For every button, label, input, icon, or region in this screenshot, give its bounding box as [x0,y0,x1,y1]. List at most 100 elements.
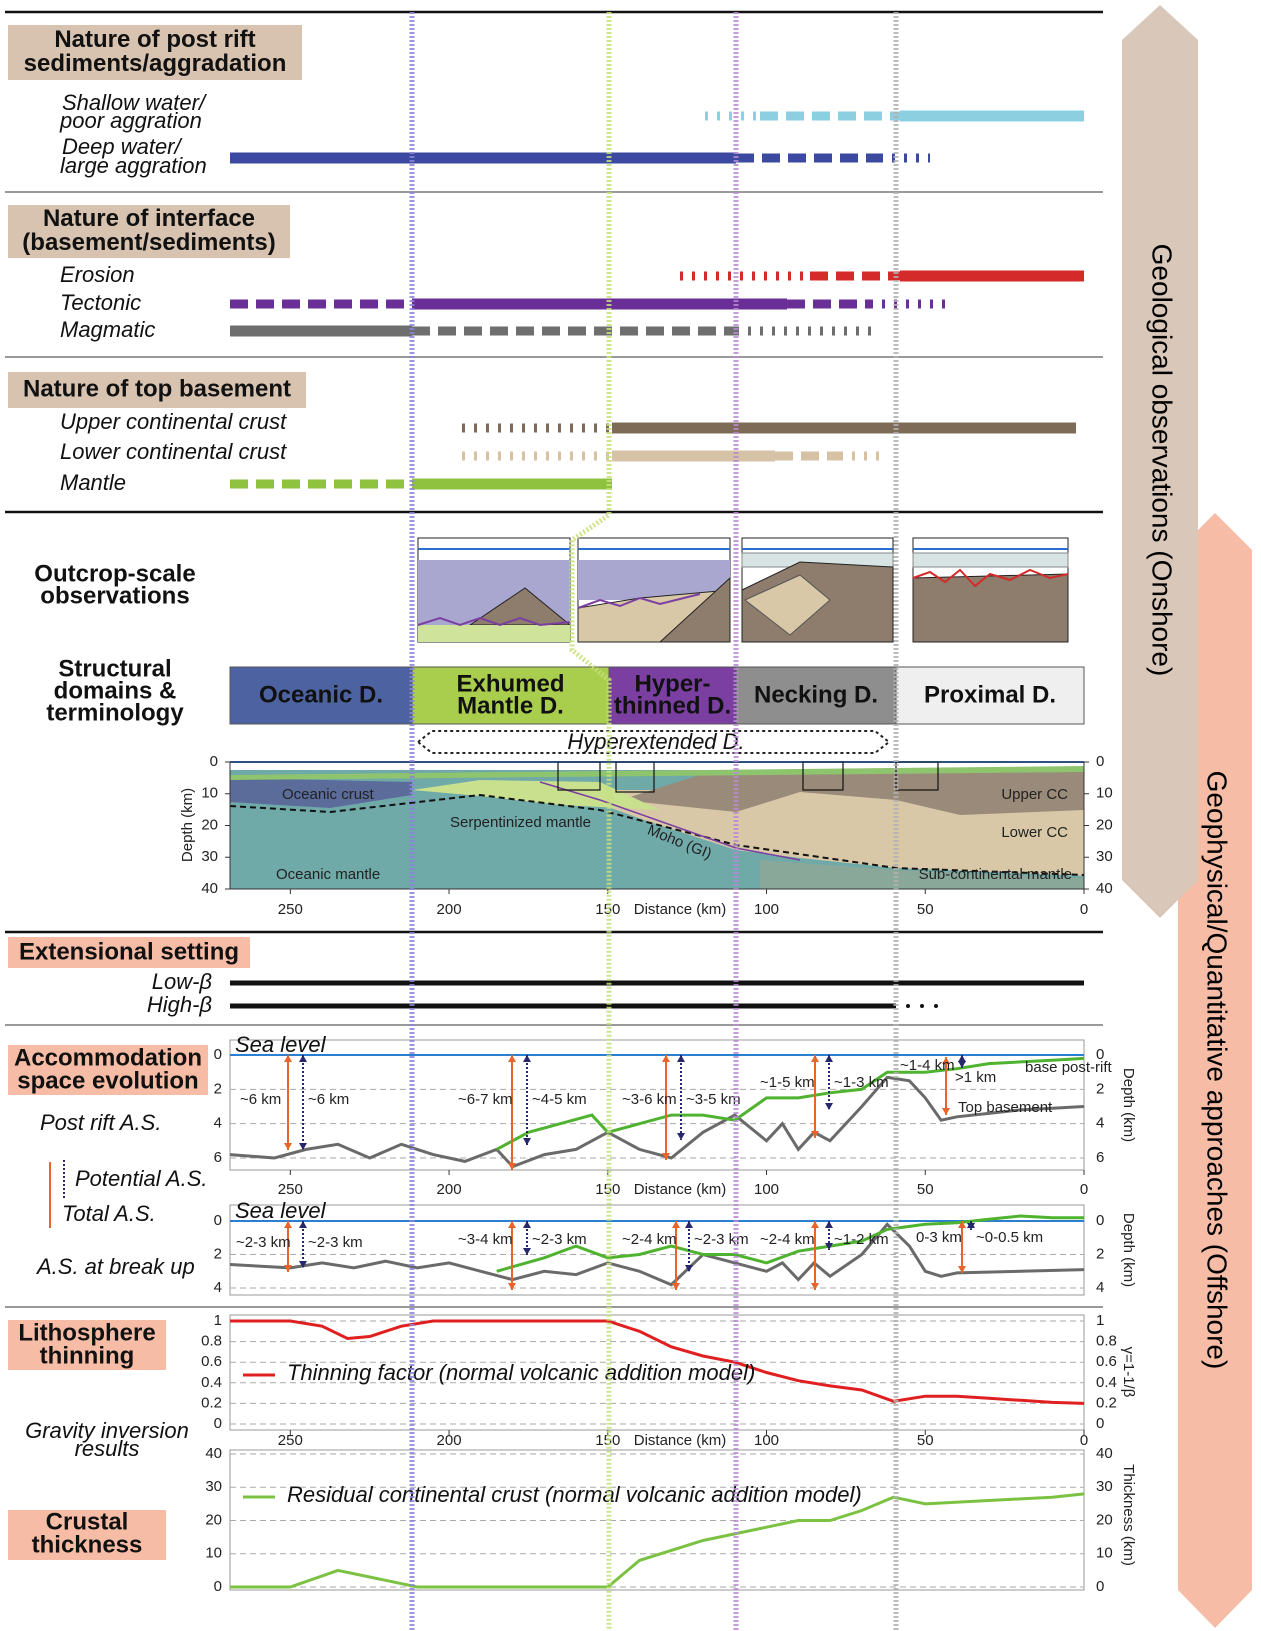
y-tick-label: 0 [214,1415,222,1432]
annotation: ~2-3 km [694,1231,749,1248]
y-tick-label: 10 [1096,1545,1113,1562]
x-tick-label: 100 [754,1181,779,1198]
y-tick-label: 4 [214,1115,222,1132]
x-tick-label: 200 [437,901,462,918]
y-tick-label: 4 [1096,1115,1104,1132]
as-arrowhead [672,1283,680,1290]
x-tick-label: 50 [917,1181,934,1198]
y-tick-label: 20 [1096,1511,1113,1528]
y-tick-label: 2 [214,1245,222,1262]
y-tick-label: 0 [214,1212,222,1229]
row-label: High-β [147,992,213,1017]
row-label: Tectonic [60,290,141,315]
y-tick-label: 0.2 [1096,1394,1117,1411]
domain-name: Mantle D. [457,692,564,719]
as-arrowhead [811,1221,819,1228]
legend-label: Potential A.S. [75,1166,207,1191]
x-axis-label: Distance (km) [634,1432,727,1449]
x-tick-label: 50 [917,901,934,918]
x-tick-label: 0 [1080,1181,1088,1198]
row-label: Magmatic [60,317,155,342]
y-tick-label: 0.6 [201,1353,222,1370]
as-arrowhead [523,1055,531,1062]
annotation: ~2-3 km [236,1234,291,1251]
x-tick-label: 100 [754,901,779,918]
y-tick-label: 2 [1096,1080,1104,1097]
as-arrowhead [523,1248,531,1255]
panel-label: Post rift A.S. [40,1110,161,1135]
x-axis-label: Distance (km) [634,901,727,918]
as-arrowhead [508,1283,516,1290]
as-arrowhead [811,1283,819,1290]
annotation: ~2-3 km [532,1231,587,1248]
row-label: Erosion [60,262,135,287]
layer-label: Oceanic crust [282,786,375,803]
y-tick-label: 0 [214,1046,222,1063]
layer-label: Oceanic mantle [276,866,380,883]
domain-name: Proximal D. [924,681,1056,708]
annotation: ~1-2 km [834,1231,889,1248]
section-title: Extensional setting [19,938,239,965]
as-arrowhead [523,1138,531,1145]
as-arrowhead [284,1143,292,1150]
y-tick-label: 0 [210,753,218,770]
section-title: thinning [40,1342,135,1369]
x-tick-label: 200 [437,1432,462,1449]
x-axis-label: Distance (km) [634,1181,727,1198]
y-tick-label: 30 [1096,1478,1113,1495]
annotation: ~1-5 km [760,1074,815,1091]
x-tick-label: 0 [1080,901,1088,918]
section-title: Nature of top basement [23,375,291,402]
annotation: ~1-4 km [900,1057,955,1074]
as-arrowhead [825,1055,833,1062]
annotation: 0-3 km [916,1229,962,1246]
y-tick-label: 10 [1096,785,1113,802]
as-arrowhead [685,1221,693,1228]
y-tick-label: 0 [1096,1578,1104,1595]
section-title: thickness [32,1531,143,1558]
y-tick-label: 4 [214,1279,222,1296]
as-arrowhead [677,1133,685,1140]
continuation-dot [906,1004,910,1008]
y-tick-label: 40 [1096,1445,1113,1462]
y-tick-label: 0 [1096,1415,1104,1432]
annotation: ~6-7 km [458,1091,513,1108]
y-tick-label: 0 [214,1578,222,1595]
y-tick-label: 10 [201,785,218,802]
layer-label: Upper CC [1001,786,1068,803]
side-label: Geophysical/Quantitative approaches (Off… [1202,771,1233,1370]
legend-label: Thinning factor (normal volcanic additio… [287,1360,755,1385]
as-arrowhead [508,1055,516,1062]
x-tick-label: 0 [1080,1432,1088,1449]
y-tick-label: 20 [205,1511,222,1528]
y-tick-label: 4 [1096,1279,1104,1296]
y-tick-label: 2 [214,1080,222,1097]
section-title: Nature of post rift [54,26,255,53]
outcrop-title: observations [40,582,189,609]
as-arrowhead [958,1055,966,1062]
annotation: ~3-6 km [622,1091,677,1108]
domains-title: terminology [46,699,184,726]
section-title: sediments/aggradation [24,50,287,77]
as-arrowhead [662,1055,670,1062]
y-tick-label: 0.4 [201,1374,222,1391]
as-arrowhead [942,1108,950,1115]
y-tick-label: 0.8 [201,1333,222,1350]
domain-name: thinned D. [614,692,731,719]
x-tick-label: 100 [754,1432,779,1449]
y-axis-label: Depth (km) [1120,1213,1137,1287]
y-tick-label: 0.8 [1096,1333,1117,1350]
y-tick-label: 10 [205,1545,222,1562]
outcrop-sketches [418,538,1068,642]
y-tick-label: 0 [1096,1212,1104,1229]
continuation-dot [934,1004,938,1008]
domain-name: Oceanic D. [259,681,383,708]
series-line [230,1494,1084,1587]
section-title: (basement/sediments) [22,229,275,256]
sea-level-label: Sea level [235,1032,327,1057]
y-tick-label: 40 [205,1445,222,1462]
y-tick-label: 0.2 [201,1394,222,1411]
gravity-label: results [75,1436,140,1461]
series-label: Top basement [958,1099,1053,1116]
x-tick-label: 200 [437,1181,462,1198]
